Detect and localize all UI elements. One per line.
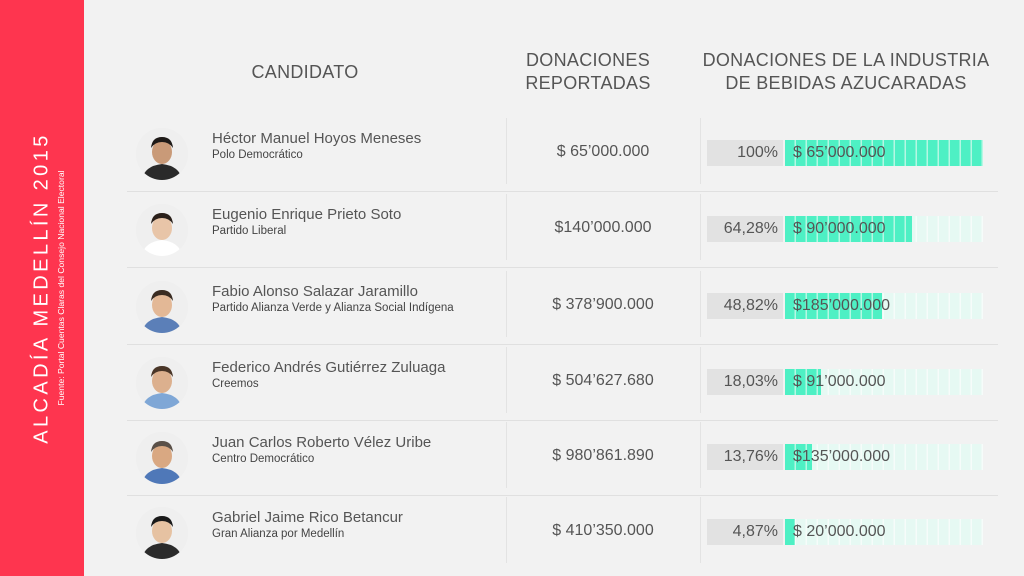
industry-donation-label: $ 65’000.000 — [793, 144, 886, 161]
party-name: Partido Alianza Verde y Alianza Social I… — [212, 302, 454, 314]
sidebar: ALCADÍA MEDELLÍN 2015 Fuente: Portal Cue… — [0, 0, 84, 576]
header-industry: DONACIONES DE LA INDUSTRIA DE BEBIDAS AZ… — [690, 49, 1002, 95]
reported-donations: $ 504’627.680 — [552, 372, 654, 389]
bar-track: $ 20’000.000 — [785, 519, 983, 545]
column-divider — [700, 422, 701, 488]
party-name: Polo Democrático — [212, 149, 303, 161]
row-divider — [127, 267, 998, 268]
percent-label: 13,76% — [707, 444, 783, 470]
avatar — [136, 128, 188, 180]
candidate-name: Gabriel Jaime Rico Betancur — [212, 509, 403, 526]
bar-fill — [785, 140, 983, 166]
table-row: Juan Carlos Roberto Vélez Uribe Centro D… — [127, 422, 998, 496]
reported-donations: $ 980’861.890 — [552, 447, 654, 464]
candidate-name: Federico Andrés Gutiérrez Zuluaga — [212, 359, 446, 376]
party-name: Partido Liberal — [212, 225, 287, 237]
column-divider — [700, 347, 701, 413]
bar-track: $ 65’000.000 — [785, 140, 983, 166]
header-reported: DONACIONES REPORTADAS — [506, 49, 670, 95]
column-divider — [700, 271, 701, 337]
bar-fill — [785, 216, 913, 242]
column-divider — [506, 422, 507, 488]
percent-label: 100% — [707, 140, 783, 166]
bar-fill — [785, 519, 795, 545]
bar-track: $ 90’000.000 — [785, 216, 983, 242]
header-industry-line1: DONACIONES DE LA INDUSTRIA — [702, 50, 990, 70]
source-note: Fuente: Portal Cuentas Claras del Consej… — [56, 170, 66, 406]
industry-donation-label: $ 90’000.000 — [793, 220, 886, 237]
percent-label: 64,28% — [707, 216, 783, 242]
column-divider — [506, 347, 507, 413]
column-divider — [700, 118, 701, 184]
reported-donations: $ 378’900.000 — [552, 296, 654, 313]
header-industry-line2: DE BEBIDAS AZUCARADAS — [725, 73, 967, 93]
row-divider — [127, 420, 998, 421]
column-divider — [506, 118, 507, 184]
candidate-name: Juan Carlos Roberto Vélez Uribe — [212, 434, 432, 451]
avatar — [136, 357, 188, 409]
column-divider — [700, 497, 701, 563]
header-reported-line1: DONACIONES — [525, 50, 651, 70]
reported-donations: $ 65’000.000 — [556, 143, 650, 160]
percent-label: 4,87% — [707, 519, 783, 545]
industry-donation-label: $135’000.000 — [793, 448, 890, 465]
bar-track: $185’000.000 — [785, 293, 983, 319]
row-divider — [127, 495, 998, 496]
row-divider — [127, 344, 998, 345]
candidate-name: Héctor Manuel Hoyos Meneses — [212, 130, 422, 147]
bar-track: $ 91’000.000 — [785, 369, 983, 395]
reported-donations: $ 410’350.000 — [552, 522, 654, 539]
column-divider — [700, 194, 701, 260]
avatar — [136, 204, 188, 256]
industry-donation-label: $ 20’000.000 — [793, 523, 886, 540]
avatar — [136, 281, 188, 333]
table-row: Fabio Alonso Salazar Jaramillo Partido A… — [127, 271, 998, 345]
party-name: Gran Alianza por Medellín — [212, 528, 345, 540]
chart-title: ALCADÍA MEDELLÍN 2015 — [30, 132, 53, 444]
industry-donation-label: $185’000.000 — [793, 297, 890, 314]
bar-fill — [785, 293, 882, 319]
reported-donations: $140’000.000 — [554, 219, 652, 236]
industry-donation-label: $ 91’000.000 — [793, 373, 886, 390]
candidate-name: Fabio Alonso Salazar Jaramillo — [212, 283, 418, 300]
column-divider — [506, 271, 507, 337]
column-divider — [506, 497, 507, 563]
table-row: Federico Andrés Gutiérrez Zuluaga Creemo… — [127, 347, 998, 421]
avatar — [136, 432, 188, 484]
table-row: Eugenio Enrique Prieto Soto Partido Libe… — [127, 194, 998, 268]
party-name: Centro Democrático — [212, 453, 315, 465]
table-row: Héctor Manuel Hoyos Meneses Polo Democrá… — [127, 118, 998, 192]
bar-fill — [785, 444, 813, 470]
column-divider — [506, 194, 507, 260]
percent-label: 18,03% — [707, 369, 783, 395]
bar-fill — [785, 369, 821, 395]
avatar — [136, 507, 188, 559]
header-reported-line2: REPORTADAS — [525, 73, 651, 93]
header-candidate: CANDIDATO — [251, 62, 359, 82]
percent-label: 48,82% — [707, 293, 783, 319]
bar-track: $135’000.000 — [785, 444, 983, 470]
party-name: Creemos — [212, 378, 259, 390]
row-divider — [127, 191, 998, 192]
table-row: Gabriel Jaime Rico Betancur Gran Alianza… — [127, 497, 998, 567]
candidate-name: Eugenio Enrique Prieto Soto — [212, 206, 402, 223]
